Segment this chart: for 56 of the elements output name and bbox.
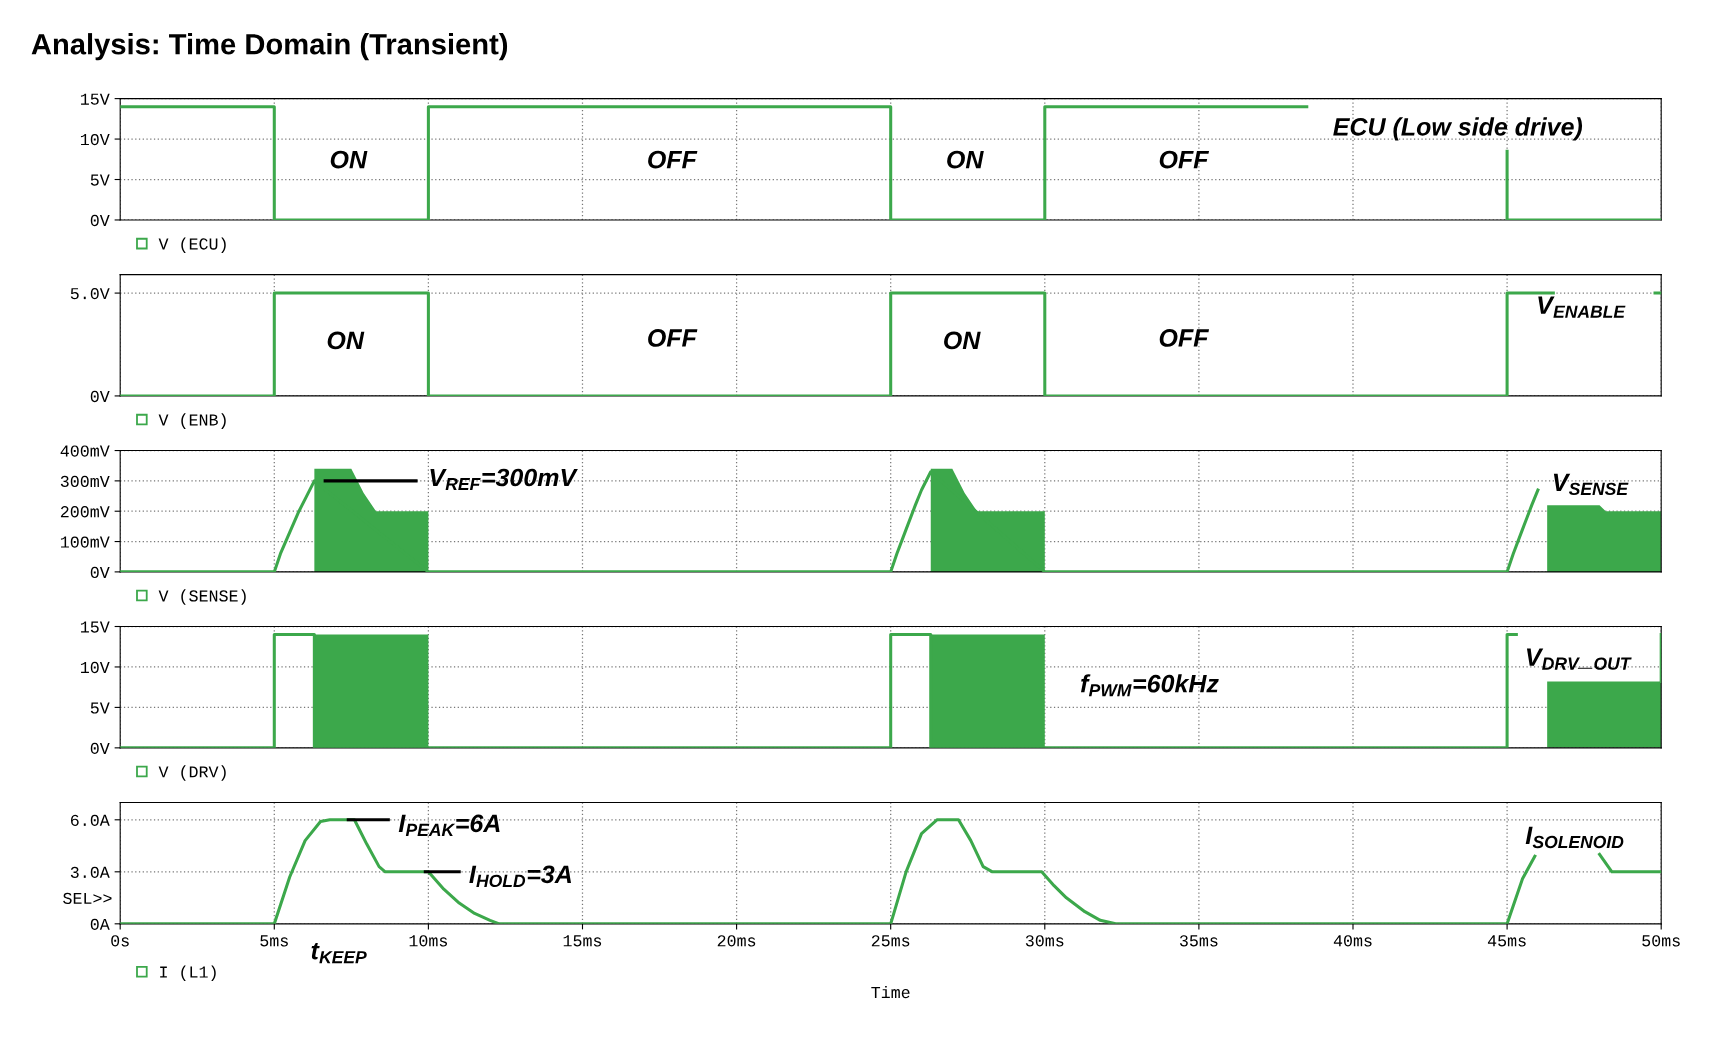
y-tick-label: 6.0A [70,814,110,827]
annotation: OFF [1159,329,1210,347]
y-tick-label: 15V [80,93,110,105]
annotation: ON [947,150,984,169]
y-tick-label: 200mV [60,506,110,518]
annotation: I$_{SOLENOID}$ [1525,826,1624,849]
y-tick-label: 300mV [60,475,110,488]
x-tick-label: 45ms [1487,935,1526,947]
y-tick-label: 0V [90,742,110,755]
x-tick-label: 15ms [563,935,602,947]
y-tick-label: 15V [80,621,110,633]
y-tick-label: 100mV [60,536,110,548]
y-tick-label: 3.0A [70,866,110,879]
annotation: ON [330,150,368,169]
x-tick-label: 30ms [1025,935,1064,947]
legend-label: V (ENB) [158,413,226,429]
legend-label: V (DRV) [158,765,226,781]
annotation: ECU (Low side drive) [1333,117,1583,141]
legend-label: V (SENSE) [158,589,246,605]
text: SEL>> [63,892,112,905]
y-tick-label: 0V [90,566,110,579]
line-series [120,470,1540,572]
legend-label: V (ECU) [158,237,226,253]
chart-title: Analysis: Time Domain (Transient) [31,33,508,61]
annotation: V$_{SENSE}$ [1553,473,1629,496]
legend-label: I (L1) [160,965,216,982]
y-tick-label: 10V [80,133,110,146]
annotation: I$_{HOLD}$=3A [469,865,572,888]
annotation: ON [327,331,365,350]
annotation: V$_{DRV}$_$_{OUT}$ [1526,648,1632,670]
annotation: I$_{PEAK}$=6A [398,814,500,836]
x-tick-label: 50ms [1642,935,1680,947]
annotation: f$_{PWM}$=60kHz [1080,674,1219,697]
x-tick-label: 25ms [871,935,910,947]
y-tick-label: 400mV [60,445,110,457]
y-tick-label: 0V [90,390,110,403]
y-tick-label: 5V [90,702,110,714]
x-tick-label: 40ms [1333,935,1372,947]
y-tick-label: 0V [90,214,110,227]
annotation: OFF [1159,150,1210,169]
x-axis-title: Time [871,985,910,999]
x-tick-label: 5ms [260,935,288,947]
annotation: OFF [648,329,698,347]
annotation: V$_{REF}$=300mV [430,468,578,491]
annotation: ON [944,331,981,350]
annotation: V$_{ENABLE}$ [1538,296,1626,318]
x-tick-label: 35ms [1179,935,1218,947]
y-tick-label: 0A [90,918,110,931]
x-tick-label: 20ms [717,935,756,947]
x-tick-label: 0s [111,935,129,947]
y-tick-label: 5.0V [70,287,110,300]
x-tick-label: 10ms [409,935,448,947]
text: t$_{KEEP}$ [311,942,367,964]
y-tick-label: 5V [90,174,110,186]
annotation: OFF [648,150,698,169]
y-tick-label: 10V [80,661,110,674]
